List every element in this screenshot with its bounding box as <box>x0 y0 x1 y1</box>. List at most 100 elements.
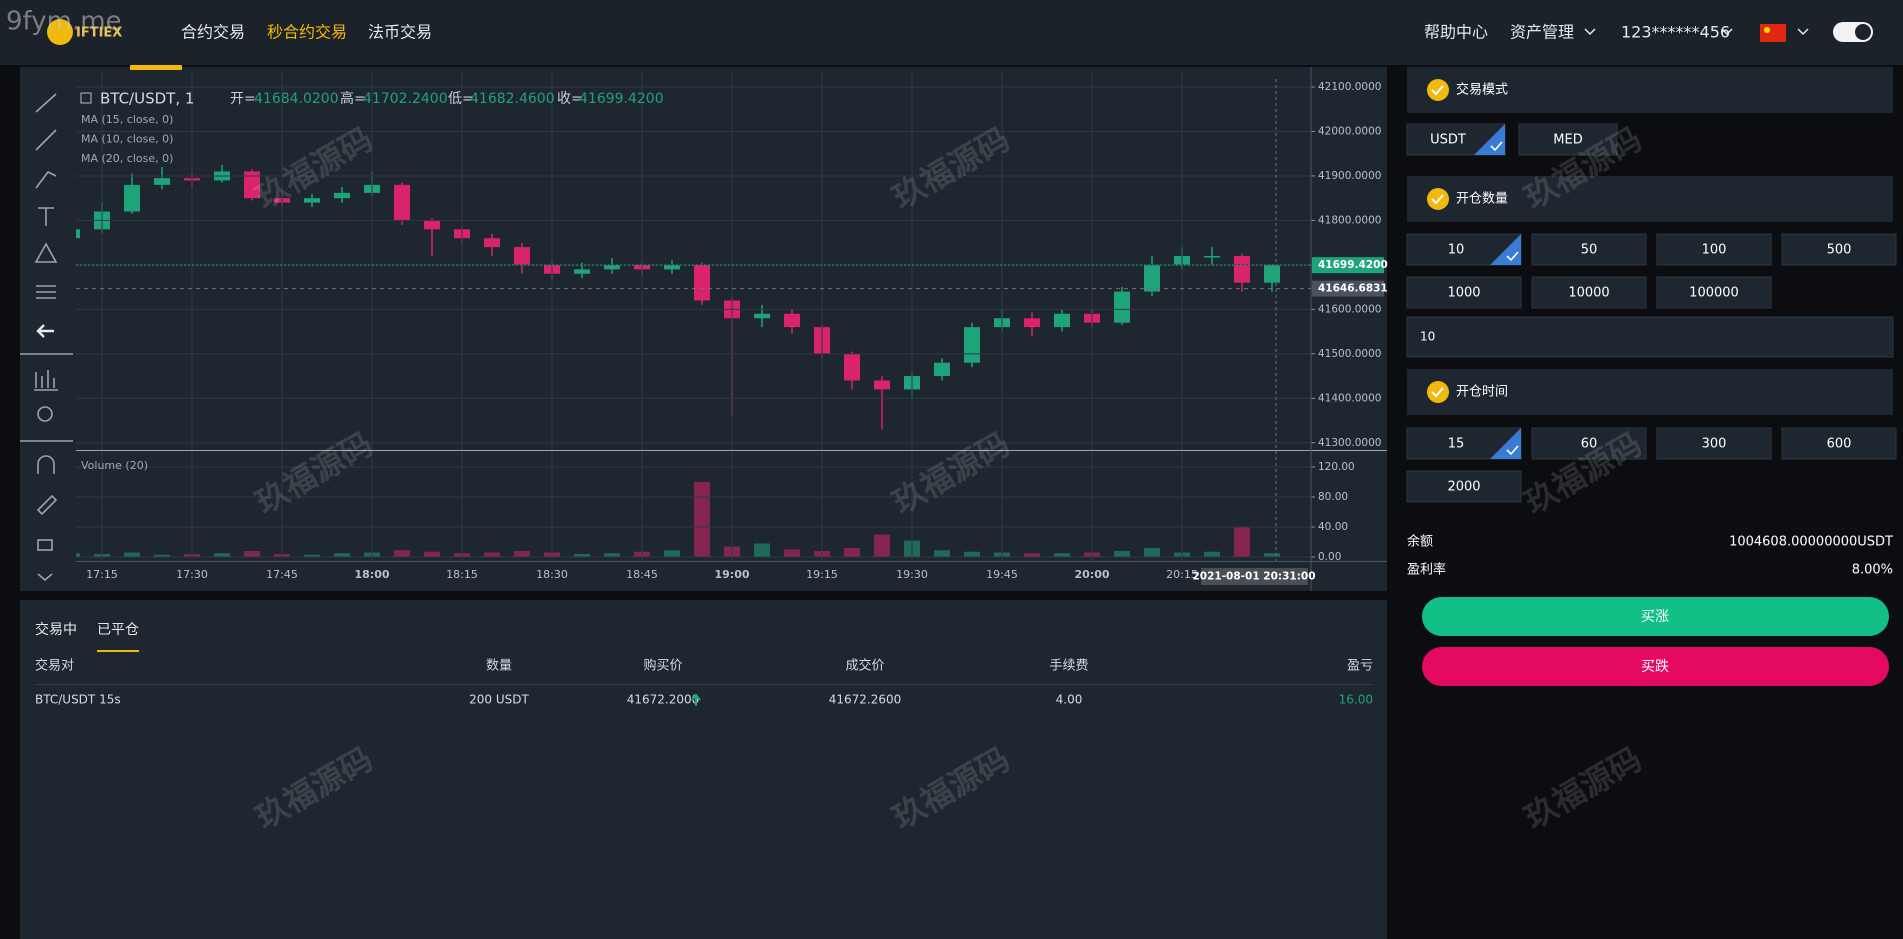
volume-bar <box>1054 553 1070 557</box>
buy-up-button[interactable] <box>1422 597 1889 636</box>
buy-down-button[interactable] <box>1422 647 1889 686</box>
option-label[interactable]: 10000 <box>1568 286 1609 301</box>
option-button[interactable] <box>1406 470 1522 503</box>
option-button[interactable] <box>1518 123 1618 156</box>
section-header <box>1407 369 1893 415</box>
option-label[interactable]: 50 <box>1581 243 1598 258</box>
order-tab[interactable]: 交易中 <box>35 621 77 638</box>
dropdown-icon[interactable] <box>1584 28 1596 36</box>
candle-body <box>754 313 770 319</box>
buy-down-label[interactable]: 买跌 <box>1641 659 1669 675</box>
candle-body <box>844 353 860 381</box>
nav-account[interactable]: 123******456 <box>1621 23 1730 42</box>
option-label[interactable]: 300 <box>1702 437 1727 452</box>
toggle-knob <box>1855 24 1871 40</box>
y2-tick-label: 0.00 <box>1318 551 1341 563</box>
tool-icon <box>36 285 56 299</box>
option-button[interactable] <box>1531 233 1647 266</box>
mark-price-label: 41646.6831 <box>1318 283 1388 295</box>
column-header: 盈亏 <box>1347 659 1373 674</box>
candle-body <box>124 184 140 212</box>
option-button[interactable] <box>1781 233 1897 266</box>
option-button[interactable] <box>1531 276 1647 309</box>
section-title: 开仓时间 <box>1456 385 1508 400</box>
tool-icon <box>34 370 58 391</box>
volume-bar <box>664 550 680 557</box>
x-tick-label: 20:00 <box>1074 568 1109 581</box>
option-button[interactable] <box>1781 427 1897 460</box>
ohlc-label: 低= <box>448 91 474 107</box>
ohlc-value: 41702.2400 <box>363 91 448 107</box>
y-tick-label: 42100.0000 <box>1318 81 1381 93</box>
tool-icon <box>36 494 58 516</box>
option-label[interactable]: 60 <box>1581 437 1598 452</box>
check-icon <box>1506 251 1519 262</box>
nav-help[interactable]: 帮助中心 <box>1424 23 1488 42</box>
volume-bar <box>874 534 890 557</box>
dropdown-icon[interactable] <box>1797 28 1809 36</box>
option-button[interactable] <box>1656 427 1772 460</box>
check-icon <box>1506 445 1519 456</box>
language-flag[interactable] <box>1760 24 1786 42</box>
rate-value: 8.00% <box>1852 563 1893 578</box>
order-cell: 200 USDT <box>469 693 529 707</box>
tool-icon <box>36 324 54 338</box>
column-header: 购买价 <box>643 658 682 674</box>
toolbar <box>20 93 73 582</box>
amount-input-value[interactable]: 10 <box>1420 330 1435 344</box>
column-header: 数量 <box>486 659 512 674</box>
volume-bar <box>1024 553 1040 557</box>
candle-body <box>1054 313 1070 328</box>
volume-bar <box>76 553 80 557</box>
option-label[interactable]: 600 <box>1827 437 1852 452</box>
balance-label: 余额 <box>1407 534 1433 550</box>
nav-link[interactable]: 法币交易 <box>368 23 432 42</box>
nav-bar <box>0 0 1903 65</box>
option-button[interactable] <box>1656 233 1772 266</box>
candle-body <box>1264 265 1280 283</box>
ohlc-label: 开= <box>230 91 256 107</box>
option-label[interactable]: 100 <box>1702 243 1727 258</box>
buy-up-label[interactable]: 买涨 <box>1641 609 1669 625</box>
option-label[interactable]: USDT <box>1430 133 1466 148</box>
y-tick-label: 41300.0000 <box>1318 437 1381 449</box>
volume-bar <box>934 550 950 557</box>
option-label[interactable]: MED <box>1553 133 1582 148</box>
y2-tick-label: 40.00 <box>1318 521 1348 533</box>
candle-body <box>1204 255 1220 258</box>
amount-input[interactable] <box>1406 316 1894 358</box>
volume-bar <box>124 552 140 557</box>
option-button[interactable] <box>1531 427 1647 460</box>
nav-link[interactable]: 秒合约交易 <box>267 23 347 42</box>
check-badge <box>1427 188 1449 210</box>
check-icon <box>1431 387 1444 398</box>
nav-link[interactable]: 合约交易 <box>181 23 245 42</box>
collapse-icon <box>80 92 92 104</box>
option-label[interactable]: 15 <box>1448 437 1465 452</box>
order-tab[interactable]: 已平仓 <box>97 622 139 638</box>
option-button[interactable] <box>1406 276 1522 309</box>
check-badge <box>1427 79 1449 101</box>
order-cell: 4.00 <box>1056 693 1083 707</box>
nav-assets[interactable]: 资产管理 <box>1510 23 1574 42</box>
volume-bar <box>394 550 410 557</box>
column-header: 手续费 <box>1049 659 1088 674</box>
option-button[interactable] <box>1656 276 1772 309</box>
crosshair-box <box>1201 568 1308 585</box>
orders-panel <box>20 600 1387 939</box>
option-label[interactable]: 1000 <box>1447 286 1480 301</box>
option-label[interactable]: 2000 <box>1447 480 1480 495</box>
candle-body <box>694 264 710 301</box>
symbol: BTC/USDT, 1 <box>100 90 194 108</box>
option-label[interactable]: 100000 <box>1689 286 1739 301</box>
dropdown-icon[interactable] <box>1721 28 1733 36</box>
x-tick-label: 18:30 <box>536 568 568 581</box>
option-label[interactable]: 500 <box>1827 243 1852 258</box>
candle-body <box>484 238 500 248</box>
x-tick-label: 19:15 <box>806 568 838 581</box>
option-label[interactable]: 10 <box>1448 243 1465 258</box>
y2-tick-label: 120.00 <box>1318 461 1355 473</box>
volume-bar <box>1234 527 1250 557</box>
check-icon <box>1490 141 1503 152</box>
